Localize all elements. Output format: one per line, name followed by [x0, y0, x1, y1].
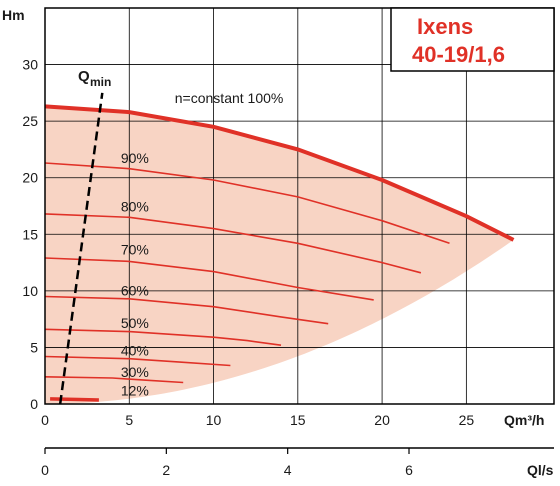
- envelope-area: [45, 106, 514, 405]
- x2-tick-1: 2: [162, 462, 170, 478]
- grid: [45, 8, 554, 404]
- y-tick-6: 30: [22, 57, 38, 73]
- curve-label-2: 80%: [121, 199, 149, 215]
- x2-tick-0: 0: [41, 462, 49, 478]
- curve-label-5: 50%: [121, 315, 149, 331]
- qmin-label-main: Q: [78, 68, 90, 85]
- operating-envelope: [45, 106, 514, 405]
- curve-labels: n=constant 100% 90% 80% 70% 60% 50% 40% 30% 12%: [121, 90, 284, 398]
- y-tick-0: 0: [30, 396, 38, 412]
- x-tick-1: 5: [125, 412, 133, 428]
- title-frame: [390, 7, 555, 72]
- curve-30-: [44, 376, 184, 384]
- curve-40-: [44, 355, 231, 367]
- qmin-line-group: [58, 92, 104, 405]
- x2-axis-label: Ql/s: [527, 462, 554, 478]
- curve-label-3: 70%: [121, 242, 149, 258]
- x2-tick-2: 4: [284, 462, 292, 478]
- x-tick-2: 10: [206, 412, 222, 428]
- x-tick-0: 0: [41, 412, 49, 428]
- axis-ticks: 0 5 10 15 20 25 0 5 10 15 20 25 30 0 2 4 6: [22, 57, 554, 478]
- curve-90-: [44, 162, 450, 245]
- title-line-2: 40-19/1,6: [412, 42, 505, 67]
- qmin-line: [58, 92, 104, 405]
- title-line-1: Ixens: [417, 14, 473, 39]
- curve-label-4: 60%: [121, 282, 149, 298]
- curve-80-: [44, 213, 422, 274]
- x-tick-3: 15: [290, 412, 306, 428]
- y-tick-2: 10: [22, 283, 38, 299]
- y-tick-5: 25: [22, 113, 38, 129]
- curve-label-0: n=constant 100%: [175, 90, 284, 106]
- curve-label-8: 12%: [121, 383, 149, 399]
- curve-label-6: 40%: [121, 342, 149, 358]
- x2-tick-3: 6: [405, 462, 413, 478]
- x-axis-label: Qm³/h: [504, 412, 544, 428]
- y-tick-4: 20: [22, 170, 38, 186]
- curve-50-: [44, 328, 282, 346]
- title-box: Ixens 40-19/1,6: [390, 7, 555, 72]
- qmin-label-sub: min: [90, 75, 111, 89]
- plot-frame: [44, 7, 555, 405]
- curve-n-constant-100-: [44, 104, 515, 242]
- y-axis-label: Hm: [2, 7, 25, 23]
- curve-70-: [44, 257, 374, 301]
- x-tick-4: 20: [374, 412, 390, 428]
- speed-curves: [44, 104, 515, 402]
- curve-label-7: 30%: [121, 364, 149, 380]
- qmin-label: Q min: [78, 68, 111, 89]
- x-tick-5: 25: [459, 412, 475, 428]
- y-tick-3: 15: [22, 226, 38, 242]
- curve-60-: [44, 295, 329, 325]
- curve-label-1: 90%: [121, 150, 149, 166]
- curve-12-: [50, 397, 99, 402]
- y-tick-1: 5: [30, 339, 38, 355]
